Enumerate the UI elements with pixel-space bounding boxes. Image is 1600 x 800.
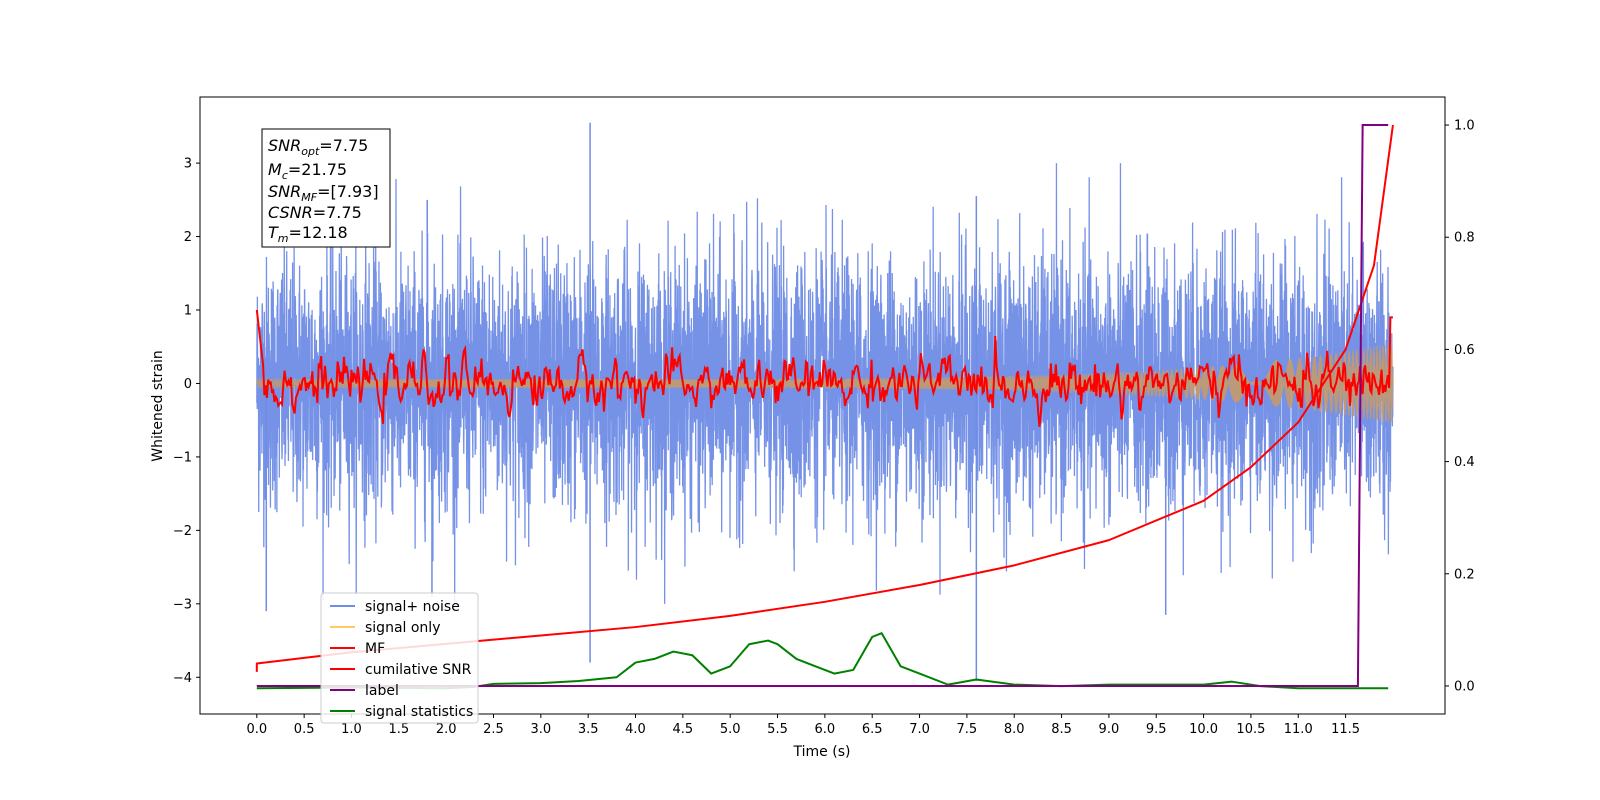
- legend-label: signal statistics: [365, 704, 473, 720]
- y-left-tick-label: 0: [184, 377, 192, 392]
- x-tick-label: 2.5: [483, 722, 504, 737]
- x-tick-label: 1.5: [388, 722, 409, 737]
- x-tick-label: 6.5: [862, 722, 883, 737]
- y-left-tick-label: −4: [173, 671, 192, 686]
- legend: signal+ noise signal only MF cumilative SNR…: [320, 592, 479, 724]
- x-axis: 0.0 0.5 1.0 1.5 2.0 2.5 3.0 3.5 4.0 4.5 5.0 5.5 6.0 6…: [246, 714, 1360, 737]
- x-tick-label: 11.0: [1284, 722, 1313, 737]
- info-csnr: CSNR=7.75: [268, 203, 362, 222]
- x-tick-label: 6.0: [815, 722, 836, 737]
- x-tick-label: 4.5: [673, 722, 694, 737]
- y-right-tick-label: 1.0: [1454, 119, 1475, 134]
- y-left-tick-label: −2: [173, 524, 192, 539]
- y-axis-left-label: Whitened strain: [150, 350, 166, 461]
- series-mf: [255, 309, 1393, 427]
- x-tick-label: 8.5: [1051, 722, 1072, 737]
- y-left-tick-label: 3: [184, 157, 192, 172]
- info-box-frame: [261, 128, 391, 248]
- x-tick-label: 0.0: [246, 722, 267, 737]
- x-axis-label: Time (s): [793, 744, 851, 760]
- x-tick-label: 7.5: [957, 722, 978, 737]
- x-tick-label: 1.0: [341, 722, 362, 737]
- legend-label: signal+ noise: [365, 599, 460, 615]
- y-right-tick-label: 0.4: [1454, 455, 1475, 470]
- y-left-tick-label: 1: [184, 304, 192, 319]
- info-snr-mf: SNRMF=[7.93]: [268, 182, 379, 204]
- x-tick-label: 3.5: [578, 722, 599, 737]
- y-axis-left: 3 2 1 0 −1 −2 −3 −4: [173, 157, 200, 686]
- info-tm: Tm=12.18: [268, 223, 348, 245]
- info-mc: Mc=21.75: [268, 160, 347, 182]
- series-label: [256, 124, 1389, 687]
- y-axis-right: 1.0 0.8 0.6 0.4 0.2 0.0: [1445, 119, 1475, 694]
- plot-frame: [199, 96, 1446, 715]
- x-tick-label: 10.5: [1236, 722, 1265, 737]
- x-tick-label: 9.0: [1099, 722, 1120, 737]
- x-tick-label: 2.0: [436, 722, 457, 737]
- legend-frame: [320, 592, 479, 724]
- y-left-tick-label: −3: [173, 597, 192, 612]
- y-left-tick-label: −1: [173, 450, 192, 465]
- series-signal-statistics: [256, 632, 1389, 690]
- series-layer: [255, 122, 1394, 690]
- x-tick-label: 3.0: [530, 722, 551, 737]
- y-right-tick-label: 0.6: [1454, 343, 1475, 358]
- x-tick-label: 10.0: [1189, 722, 1218, 737]
- y-right-tick-label: 0.0: [1454, 679, 1475, 694]
- x-tick-label: 8.0: [1004, 722, 1025, 737]
- info-box: SNRopt=7.75 Mc=21.75 SNRMF=[7.93] CSNR=7…: [261, 128, 391, 248]
- x-tick-label: 0.5: [294, 722, 315, 737]
- x-tick-label: 5.5: [767, 722, 788, 737]
- legend-label: signal only: [365, 620, 440, 636]
- info-snr-opt: SNRopt=7.75: [268, 136, 368, 158]
- y-right-tick-label: 0.2: [1454, 567, 1475, 582]
- x-tick-label: 11.5: [1331, 722, 1360, 737]
- x-tick-label: 5.0: [720, 722, 741, 737]
- y-right-tick-label: 0.8: [1454, 231, 1475, 246]
- x-tick-label: 4.0: [625, 722, 646, 737]
- legend-label: label: [365, 683, 399, 699]
- series-signal-only: [256, 343, 1394, 423]
- y-left-tick-label: 2: [184, 230, 192, 245]
- x-tick-label: 7.0: [909, 722, 930, 737]
- legend-label: MF: [365, 641, 385, 657]
- legend-label: cumilative SNR: [365, 662, 472, 678]
- x-tick-label: 9.5: [1146, 722, 1167, 737]
